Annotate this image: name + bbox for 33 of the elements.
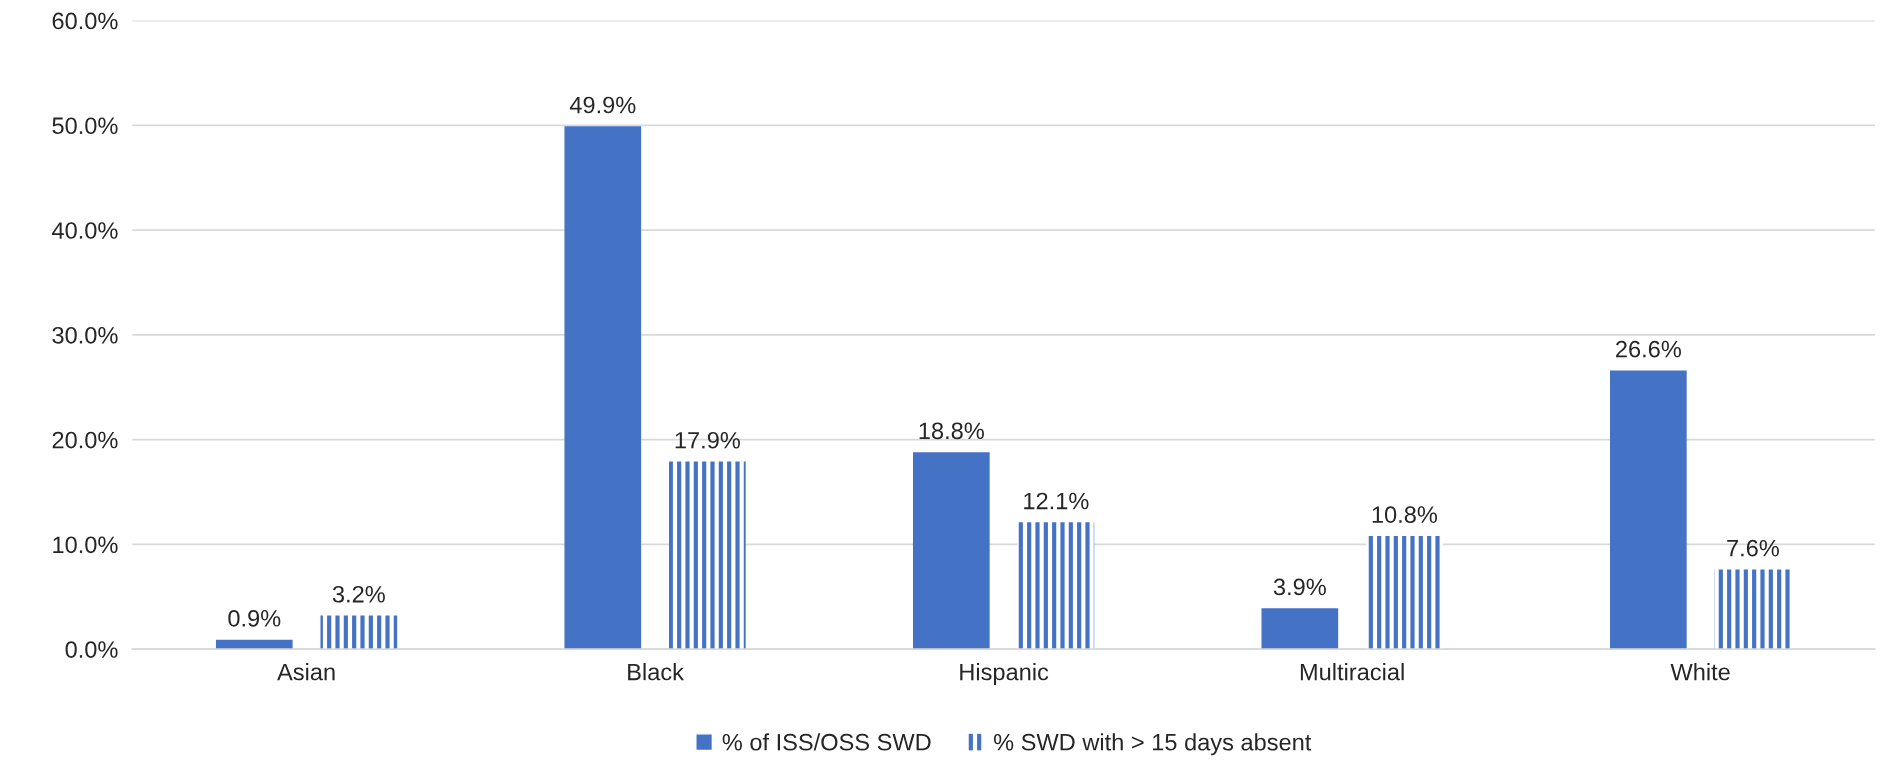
bar [1366,535,1443,650]
legend-label: % of ISS/OSS SWD [722,733,931,751]
y-tick-label: 20.0% [52,431,118,449]
data-label: 0.9% [228,609,281,627]
bar [1610,370,1687,650]
bar [912,452,990,650]
data-label: 10.8% [1372,506,1438,523]
bar [1714,569,1792,650]
x-tick-label: Asian [277,663,335,681]
y-tick-label: 40.0% [52,222,118,239]
y-tick-label: 10.0% [53,536,118,554]
x-tick-label: White [1670,663,1730,681]
data-label: 12.1% [1024,492,1089,510]
data-label: 26.6% [1616,340,1681,358]
x-tick-label: Multiracial [1300,663,1404,681]
data-label: 3.9% [1273,578,1326,596]
x-tick-label: Hispanic [960,663,1049,686]
bar [1261,608,1339,650]
x-tick-label: Black [628,663,684,681]
bar [564,126,642,650]
data-label: 3.2% [332,585,385,603]
y-tick-label: 50.0% [52,117,118,135]
legend-label: % SWD with > 15 days absent [993,733,1312,756]
y-tick-label: 0.0% [65,641,118,658]
data-label: 49.9% [569,96,636,114]
bar [669,461,746,650]
bar [1017,522,1095,650]
data-label: 7.6% [1727,539,1779,557]
y-tick-label: 30.0% [52,326,118,344]
data-label: 18.8% [919,422,984,440]
bar [320,615,398,650]
data-label: 17.9% [675,431,740,449]
y-tick-label: 60.0% [52,12,118,30]
